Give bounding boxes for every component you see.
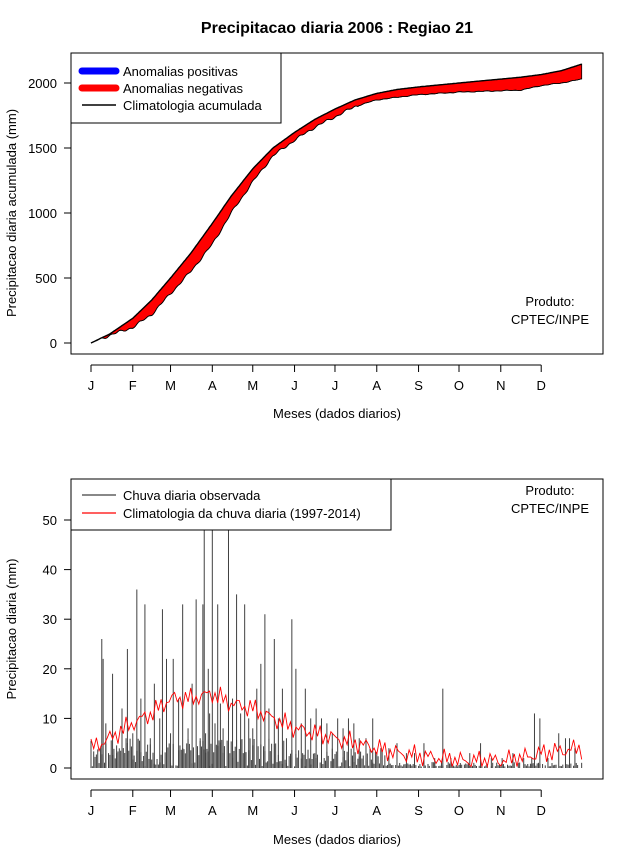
- x-tick-label: A: [208, 803, 217, 818]
- x-axis-label: Meses (dados diarios): [273, 406, 401, 421]
- legend: Chuva diaria observada Climatologia da c…: [70, 478, 392, 531]
- y-tick-label: 30: [43, 612, 57, 627]
- x-tick-label: J: [332, 803, 339, 818]
- y-axis-label: Precipitacao diaria acumulada (mm): [4, 109, 19, 317]
- daily-bars: [90, 524, 583, 768]
- y-tick-label: 40: [43, 563, 57, 578]
- y-tick-label: 10: [43, 711, 57, 726]
- y-axis: 0 500 1000 1500 2000: [28, 76, 72, 351]
- x-tick-label: J: [88, 378, 95, 393]
- x-axis-label: Meses (dados diarios): [273, 832, 401, 847]
- x-tick-label: J: [332, 378, 339, 393]
- panel-daily: 0 10 20 30 40 50 J F M A M J J A S O N D Meses (dados di…: [4, 478, 604, 847]
- legend: Anomalias positivas Anomalias negativas …: [70, 52, 282, 124]
- y-tick-label: 0: [50, 761, 57, 776]
- y-axis: 0 10 20 30 40 50: [43, 513, 72, 776]
- x-tick-label: S: [414, 378, 423, 393]
- chart-title: Precipitacao diaria 2006 : Regiao 21: [201, 20, 473, 37]
- x-tick-label: A: [372, 803, 381, 818]
- x-tick-label: A: [372, 378, 381, 393]
- y-tick-label: 1000: [28, 206, 57, 221]
- product-source: CPTEC/INPE: [511, 312, 589, 327]
- x-tick-label: M: [165, 803, 176, 818]
- y-axis-label: Precipitacao diaria (mm): [4, 559, 19, 700]
- legend-label-observed: Chuva diaria observada: [123, 488, 261, 503]
- y-tick-label: 0: [50, 336, 57, 351]
- x-tick-label: A: [208, 378, 217, 393]
- x-tick-label: F: [129, 378, 137, 393]
- x-tick-label: M: [165, 378, 176, 393]
- climatology-cumulative-line: [90, 63, 582, 344]
- y-tick-label: 2000: [28, 76, 57, 91]
- x-tick-label: D: [537, 803, 546, 818]
- observed-cumulative-line: [90, 78, 582, 344]
- panel-cumulative: 0 500 1000 1500 2000 J F M A M J J A S O N D Meses (dad…: [4, 52, 604, 421]
- x-tick-label: J: [291, 803, 298, 818]
- x-tick-label: M: [247, 378, 258, 393]
- legend-label-negative: Anomalias negativas: [123, 81, 243, 96]
- product-source: CPTEC/INPE: [511, 501, 589, 516]
- x-tick-label: D: [537, 378, 546, 393]
- daily-climatology-line: [90, 686, 583, 769]
- y-tick-label: 1500: [28, 141, 57, 156]
- x-tick-label: O: [454, 803, 464, 818]
- x-tick-label: N: [496, 378, 505, 393]
- x-tick-label: N: [496, 803, 505, 818]
- x-tick-label: M: [247, 803, 258, 818]
- series-lines: [90, 63, 582, 344]
- y-tick-label: 500: [35, 271, 57, 286]
- legend-box: [70, 478, 392, 531]
- y-tick-label: 50: [43, 513, 57, 528]
- x-tick-label: O: [454, 378, 464, 393]
- product-label: Produto:: [525, 483, 574, 498]
- x-tick-label: J: [291, 378, 298, 393]
- climatology-line: [90, 686, 583, 769]
- legend-label-climatology: Climatologia da chuva diaria (1997-2014): [123, 506, 361, 521]
- x-tick-label: J: [88, 803, 95, 818]
- legend-label-climatology: Climatologia acumulada: [123, 98, 263, 113]
- product-label: Produto:: [525, 294, 574, 309]
- y-tick-label: 20: [43, 662, 57, 677]
- x-tick-label: F: [129, 803, 137, 818]
- x-tick-label: S: [414, 803, 423, 818]
- legend-label-positive: Anomalias positivas: [123, 64, 238, 79]
